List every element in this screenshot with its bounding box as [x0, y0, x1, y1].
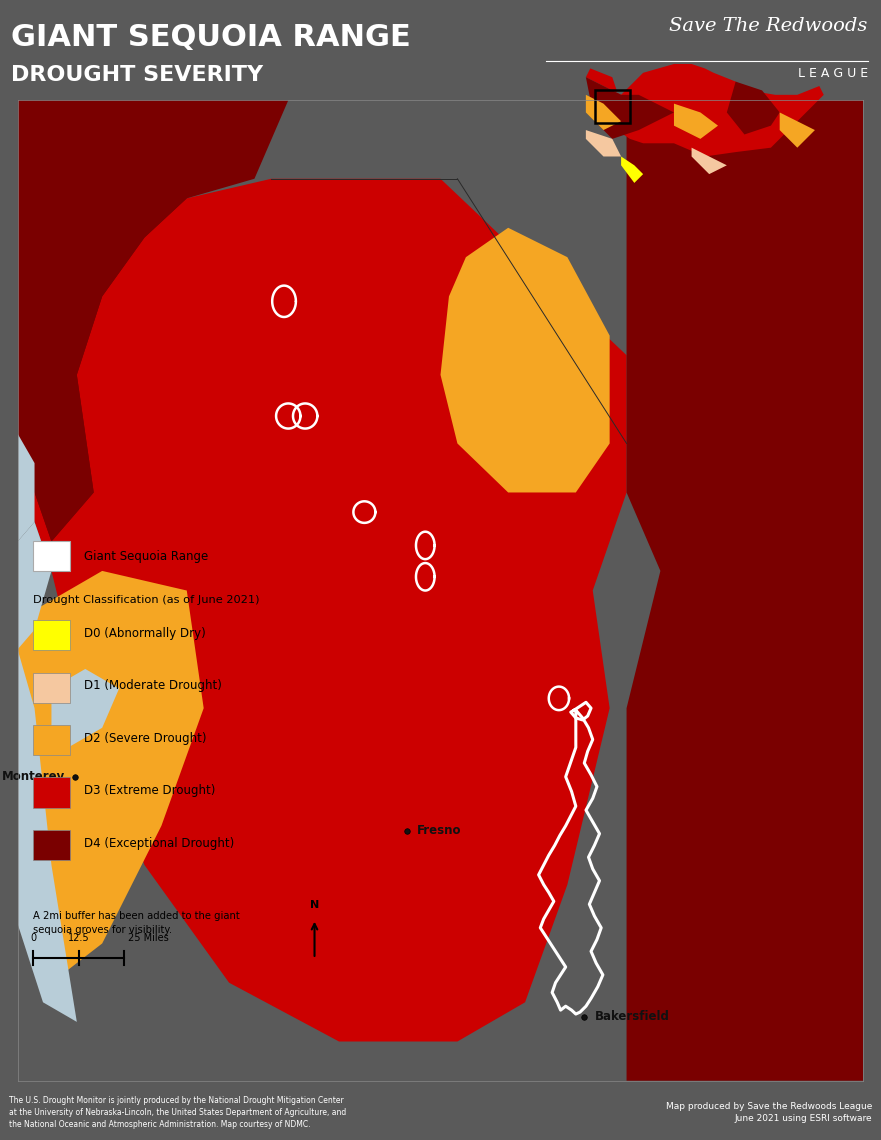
Text: 25 Miles: 25 Miles — [128, 933, 169, 943]
Polygon shape — [780, 113, 815, 148]
Text: D4 (Exceptional Drought): D4 (Exceptional Drought) — [85, 837, 234, 849]
Polygon shape — [18, 433, 34, 542]
Bar — [33, 620, 70, 650]
Text: Save The Redwoods: Save The Redwoods — [670, 17, 868, 35]
Polygon shape — [18, 100, 288, 542]
Polygon shape — [18, 650, 77, 1021]
Text: GIANT SEQUOIA RANGE: GIANT SEQUOIA RANGE — [11, 23, 411, 52]
Bar — [33, 830, 70, 860]
Polygon shape — [727, 82, 780, 135]
Polygon shape — [626, 100, 863, 1081]
Polygon shape — [18, 522, 51, 650]
Text: Giant Sequoia Range: Giant Sequoia Range — [85, 549, 209, 563]
Polygon shape — [586, 64, 824, 156]
Polygon shape — [692, 148, 727, 174]
Text: 0: 0 — [30, 933, 36, 943]
Bar — [595, 90, 630, 123]
Bar — [33, 542, 70, 571]
Text: Fresno: Fresno — [417, 824, 462, 837]
Text: Bakersfield: Bakersfield — [595, 1010, 670, 1024]
Bar — [33, 673, 70, 702]
Polygon shape — [18, 179, 626, 1042]
Text: D0 (Abnormally Dry): D0 (Abnormally Dry) — [85, 627, 206, 640]
Polygon shape — [18, 571, 204, 983]
Text: Map produced by Save the Redwoods League
June 2021 using ESRI software: Map produced by Save the Redwoods League… — [666, 1102, 872, 1123]
Polygon shape — [586, 130, 621, 156]
Polygon shape — [440, 228, 610, 492]
Polygon shape — [621, 156, 643, 182]
Bar — [33, 777, 70, 807]
Polygon shape — [18, 100, 187, 542]
Text: A 2mi buffer has been added to the giant
sequoia groves for visibility.: A 2mi buffer has been added to the giant… — [33, 911, 240, 935]
Polygon shape — [51, 669, 119, 748]
Text: The U.S. Drought Monitor is jointly produced by the National Drought Mitigation : The U.S. Drought Monitor is jointly prod… — [9, 1097, 346, 1129]
Text: Drought Classification (as of June 2021): Drought Classification (as of June 2021) — [33, 595, 260, 605]
Text: DROUGHT SEVERITY: DROUGHT SEVERITY — [11, 65, 263, 86]
Text: L E A G U E: L E A G U E — [797, 67, 868, 80]
Text: D3 (Extreme Drought): D3 (Extreme Drought) — [85, 784, 216, 797]
Text: D2 (Severe Drought): D2 (Severe Drought) — [85, 732, 207, 744]
Text: D1 (Moderate Drought): D1 (Moderate Drought) — [85, 679, 222, 692]
Polygon shape — [586, 95, 621, 130]
Polygon shape — [674, 104, 718, 139]
Polygon shape — [586, 78, 674, 139]
Text: 12.5: 12.5 — [68, 933, 90, 943]
Bar — [33, 725, 70, 755]
Text: Monterey: Monterey — [2, 771, 65, 783]
Text: N: N — [310, 899, 319, 910]
